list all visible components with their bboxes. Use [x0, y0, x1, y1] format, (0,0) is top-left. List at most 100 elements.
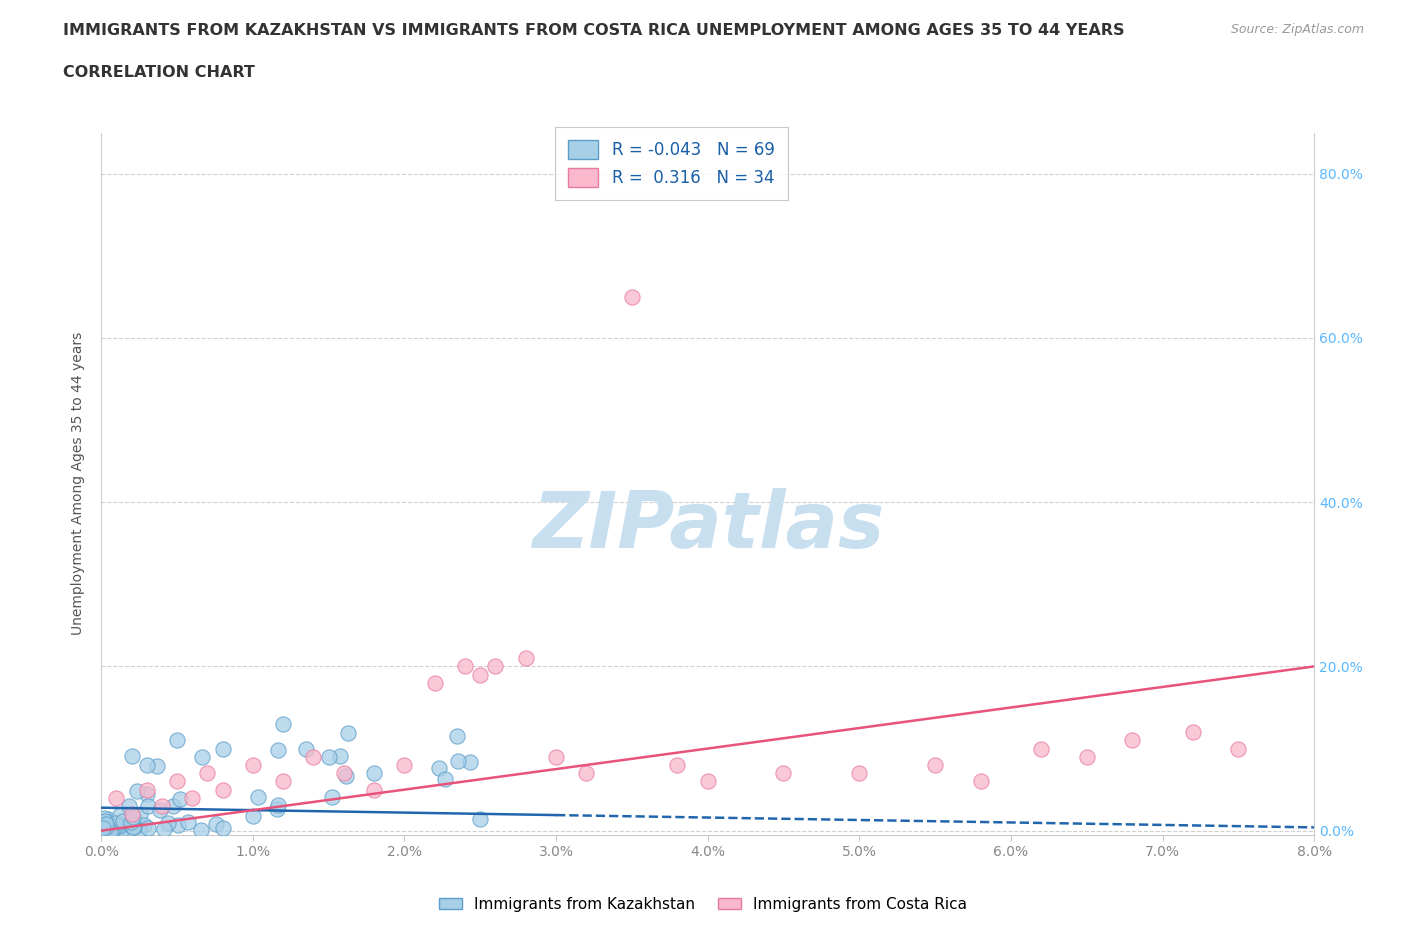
Point — [152, 822, 174, 837]
Point — [454, 659, 477, 674]
Point — [329, 748, 352, 763]
Point — [101, 822, 124, 837]
Point — [696, 774, 718, 789]
Point — [242, 809, 264, 824]
Point — [122, 819, 145, 834]
Point — [104, 818, 127, 833]
Point — [111, 813, 134, 828]
Point — [211, 782, 233, 797]
Point — [363, 765, 385, 780]
Point — [100, 823, 122, 838]
Point — [112, 819, 135, 834]
Point — [145, 758, 167, 773]
Point — [1181, 724, 1204, 739]
Text: IMMIGRANTS FROM KAZAKHSTAN VS IMMIGRANTS FROM COSTA RICA UNEMPLOYMENT AMONG AGES: IMMIGRANTS FROM KAZAKHSTAN VS IMMIGRANTS… — [63, 23, 1125, 38]
Point — [1076, 750, 1098, 764]
Point — [247, 790, 270, 804]
Point — [1227, 741, 1250, 756]
Point — [94, 814, 117, 829]
Point — [666, 758, 689, 773]
Point — [772, 765, 794, 780]
Text: CORRELATION CHART: CORRELATION CHART — [63, 65, 254, 80]
Point — [458, 755, 481, 770]
Point — [101, 822, 124, 837]
Point — [427, 761, 450, 776]
Point — [169, 791, 191, 806]
Point — [470, 667, 492, 682]
Point — [321, 790, 343, 804]
Point — [484, 659, 506, 674]
Point — [924, 758, 946, 773]
Point — [1121, 733, 1143, 748]
Point — [212, 820, 235, 835]
Point — [108, 808, 131, 823]
Point — [125, 783, 148, 798]
Point — [97, 821, 120, 836]
Point — [575, 765, 598, 780]
Point — [110, 817, 132, 832]
Point — [363, 782, 385, 797]
Point — [136, 799, 159, 814]
Point — [118, 817, 141, 832]
Point — [423, 675, 446, 690]
Point — [166, 733, 188, 748]
Point — [150, 799, 173, 814]
Point — [620, 289, 643, 304]
Point — [120, 815, 142, 830]
Point — [177, 814, 200, 829]
Point — [93, 817, 115, 832]
Point — [544, 750, 567, 764]
Point — [117, 813, 139, 828]
Point — [135, 758, 157, 773]
Point — [434, 772, 457, 787]
Point — [211, 741, 233, 756]
Point — [470, 812, 492, 827]
Point — [294, 741, 316, 756]
Point — [121, 810, 143, 825]
Point — [156, 816, 179, 830]
Point — [190, 823, 212, 838]
Point — [149, 803, 172, 817]
Point — [118, 798, 141, 813]
Point — [267, 798, 290, 813]
Point — [447, 753, 470, 768]
Point — [267, 742, 290, 757]
Point — [107, 819, 129, 834]
Point — [969, 774, 991, 789]
Point — [333, 765, 356, 780]
Legend: R = -0.043   N = 69, R =  0.316   N = 34: R = -0.043 N = 69, R = 0.316 N = 34 — [555, 126, 787, 200]
Point — [335, 769, 357, 784]
Text: ZIPatlas: ZIPatlas — [531, 488, 884, 564]
Point — [167, 817, 190, 832]
Point — [266, 802, 288, 817]
Point — [271, 774, 294, 789]
Point — [91, 821, 114, 836]
Point — [848, 765, 870, 780]
Point — [204, 817, 226, 831]
Point — [195, 765, 218, 780]
Point — [135, 782, 157, 797]
Point — [136, 821, 159, 836]
Point — [190, 750, 212, 764]
Point — [121, 749, 143, 764]
Point — [128, 822, 150, 837]
Point — [394, 758, 416, 773]
Point — [181, 790, 204, 805]
Point — [105, 790, 128, 805]
Point — [96, 817, 118, 831]
Y-axis label: Unemployment Among Ages 35 to 44 years: Unemployment Among Ages 35 to 44 years — [72, 332, 86, 635]
Point — [134, 817, 156, 832]
Point — [97, 812, 120, 827]
Point — [166, 774, 188, 789]
Point — [96, 819, 118, 834]
Point — [1031, 741, 1053, 756]
Point — [337, 725, 360, 740]
Point — [129, 806, 152, 821]
Point — [93, 823, 115, 838]
Point — [162, 798, 184, 813]
Legend: Immigrants from Kazakhstan, Immigrants from Costa Rica: Immigrants from Kazakhstan, Immigrants f… — [433, 891, 973, 918]
Text: Source: ZipAtlas.com: Source: ZipAtlas.com — [1230, 23, 1364, 36]
Point — [93, 810, 115, 825]
Point — [446, 729, 468, 744]
Point — [318, 750, 340, 764]
